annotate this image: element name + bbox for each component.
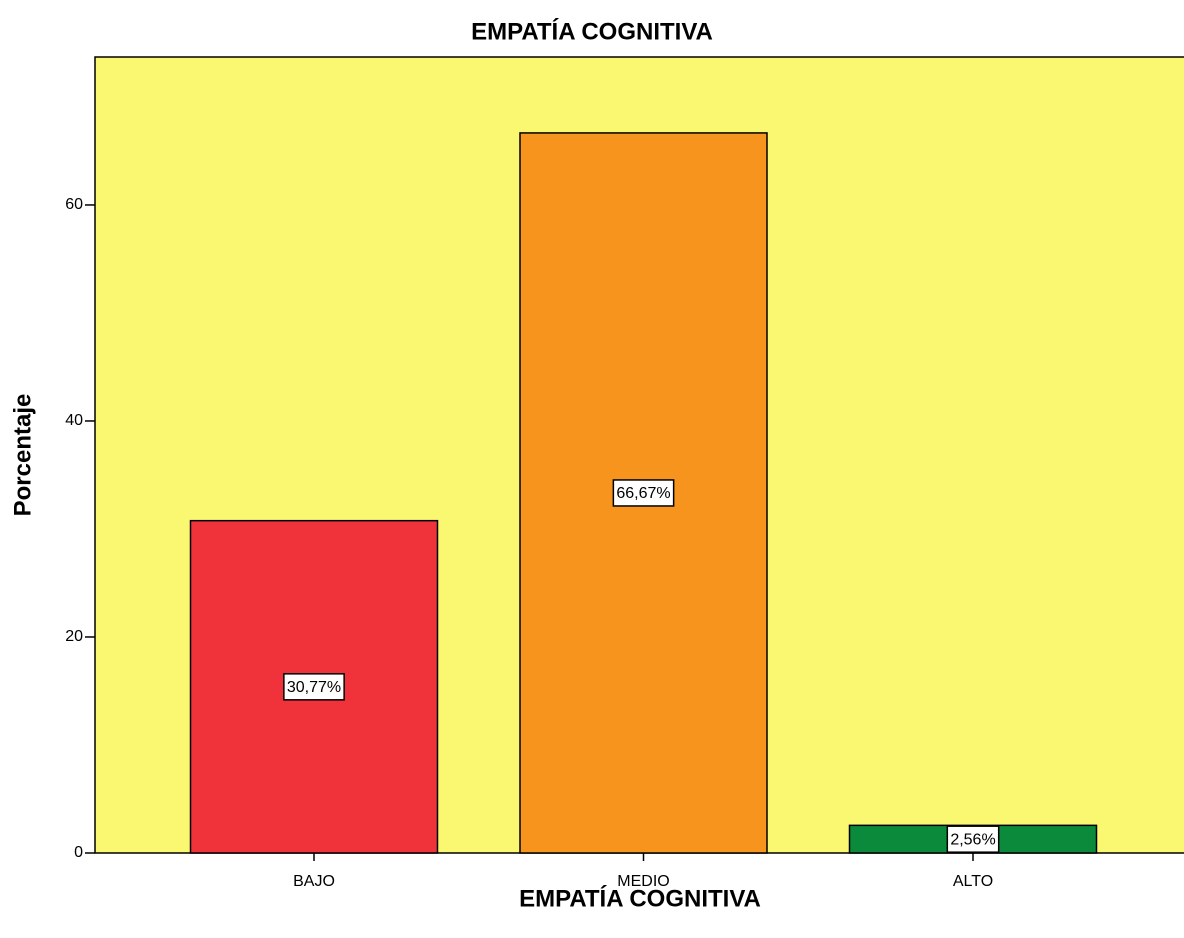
bar bbox=[519, 132, 768, 854]
x-axis-label: EMPATÍA COGNITIVA bbox=[519, 884, 761, 912]
value-label: 2,56% bbox=[950, 831, 995, 848]
chart-title: EMPATÍA COGNITIVA bbox=[471, 17, 713, 45]
y-tick-label: 0 bbox=[74, 844, 83, 861]
y-tick-label: 40 bbox=[65, 412, 83, 429]
y-tick-label: 60 bbox=[65, 196, 83, 213]
x-tick-label: ALTO bbox=[953, 873, 993, 890]
value-label: 66,67% bbox=[616, 485, 670, 502]
x-tick-label: BAJO bbox=[293, 873, 335, 890]
value-label-box bbox=[283, 673, 345, 701]
value-label: 30,77% bbox=[287, 679, 341, 696]
value-label-box bbox=[612, 479, 675, 507]
y-axis-label: Porcentaje bbox=[9, 394, 36, 517]
y-tick-label: 20 bbox=[65, 628, 83, 645]
x-tick-label: MEDIO bbox=[617, 873, 669, 890]
value-label-box bbox=[946, 825, 1000, 853]
